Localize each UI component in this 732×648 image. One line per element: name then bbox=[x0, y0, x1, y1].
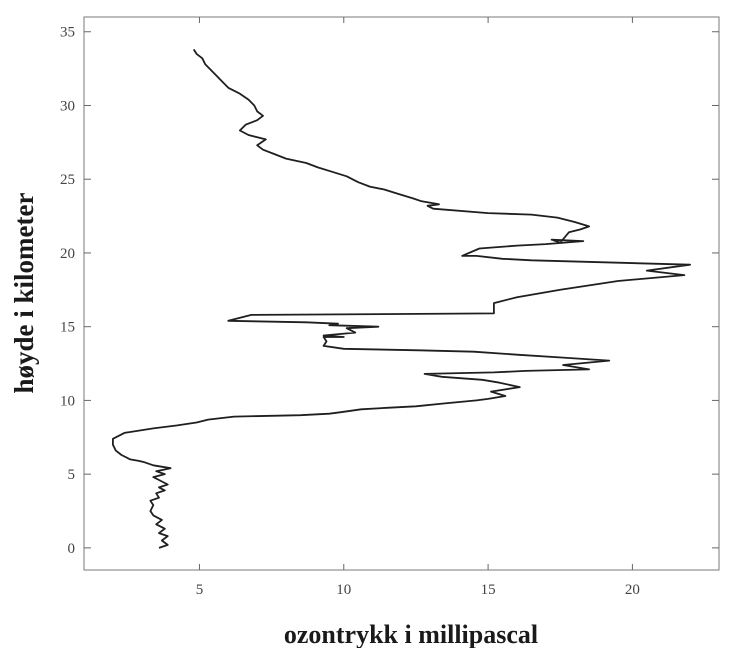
x-axis-ticks: 5 10 15 20 bbox=[196, 17, 640, 598]
y-axis-title: høyde i kilometer bbox=[9, 193, 39, 394]
plot-frame bbox=[83, 16, 720, 571]
y-tick-label: 0 bbox=[68, 541, 76, 557]
series-layer bbox=[112, 48, 691, 549]
x-axis-title: ozontrykk i millipascal bbox=[284, 620, 538, 648]
y-tick-label: 15 bbox=[60, 320, 75, 336]
y-tick-label: 20 bbox=[60, 246, 75, 262]
x-tick-label: 15 bbox=[481, 582, 496, 598]
x-tick-label: 10 bbox=[336, 582, 351, 598]
plot-area-border bbox=[83, 16, 720, 571]
y-axis-ticks: 0 5 10 15 20 25 30 35 bbox=[60, 25, 719, 557]
y-tick-label: 35 bbox=[60, 25, 75, 41]
y-tick-label: 30 bbox=[60, 98, 75, 114]
y-tick-label: 25 bbox=[60, 172, 75, 188]
x-tick-label: 5 bbox=[196, 582, 204, 598]
y-tick-label: 10 bbox=[60, 393, 75, 409]
x-tick-label: 20 bbox=[625, 582, 640, 598]
y-tick-label: 5 bbox=[68, 467, 76, 483]
ozone-profile-line bbox=[112, 48, 691, 549]
